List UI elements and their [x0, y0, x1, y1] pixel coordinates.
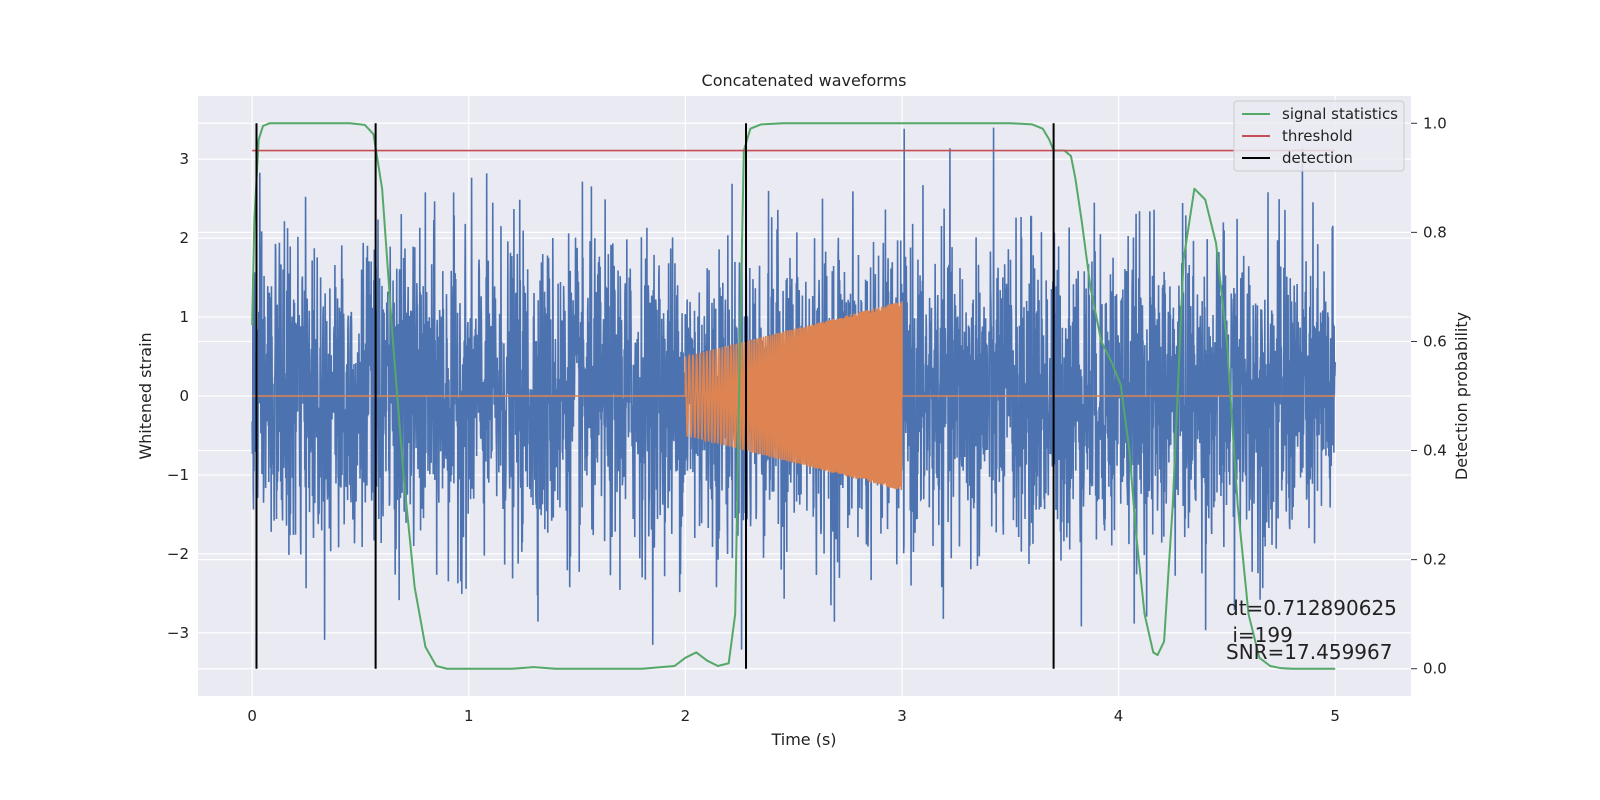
x-axis-label: Time (s): [770, 730, 836, 749]
y-tick-label: 2: [179, 229, 189, 247]
signal-statistics-line: [251, 122, 1336, 670]
legend-label: signal statistics: [1282, 105, 1398, 123]
annotation-dt: dt=0.712890625: [1226, 596, 1397, 620]
y-axis-label: Whitened strain: [136, 332, 155, 459]
y-tick-label: 3: [179, 150, 189, 168]
x-axis-ticks: 0 1 2 3 4 5: [247, 707, 1340, 725]
right-y-tick-label: 0.2: [1423, 551, 1447, 569]
x-tick-label: 1: [464, 707, 474, 725]
signal-line: [252, 301, 1336, 491]
legend-label: detection: [1282, 149, 1353, 167]
x-tick-label: 2: [681, 707, 691, 725]
right-y-tick-label: 0.4: [1423, 442, 1447, 460]
right-y-tick-label: 0.6: [1423, 332, 1447, 350]
detection-series: [255, 123, 1055, 669]
x-tick-label: 5: [1330, 707, 1340, 725]
right-y-axis-label: Detection probability: [1452, 312, 1471, 480]
x-tick-label: 0: [247, 707, 257, 725]
legend-label: threshold: [1282, 127, 1353, 145]
y-axis-ticks: −3 −2 −1 0 1 2 3: [167, 150, 189, 642]
y-tick-label: −2: [167, 545, 189, 563]
chart-title: Concatenated waveforms: [702, 71, 907, 90]
legend: signal statistics threshold detection: [1233, 100, 1405, 172]
y-tick-label: −3: [167, 624, 189, 642]
legend-box: [1233, 100, 1405, 172]
y-tick-label: 0: [179, 387, 189, 405]
annotation-index: i=199: [1226, 623, 1293, 647]
y-tick-label: 1: [179, 308, 189, 326]
right-y-tick-label: 0.0: [1423, 660, 1447, 678]
right-y-axis-ticks: 0.0 0.2 0.4 0.6 0.8 1.0: [1411, 114, 1447, 678]
right-y-tick-label: 1.0: [1423, 114, 1447, 132]
x-tick-label: 4: [1114, 707, 1124, 725]
x-tick-label: 3: [897, 707, 907, 725]
annotation-snr: SNR=17.459967: [1226, 640, 1392, 664]
right-y-tick-label: 0.8: [1423, 223, 1447, 241]
signal-statistics-series: [251, 122, 1336, 670]
annotation-block: dt=0.712890625 i=199 SNR=17.459967: [1226, 596, 1397, 664]
y-tick-label: −1: [167, 466, 189, 484]
injected-signal-series: [252, 301, 1336, 491]
